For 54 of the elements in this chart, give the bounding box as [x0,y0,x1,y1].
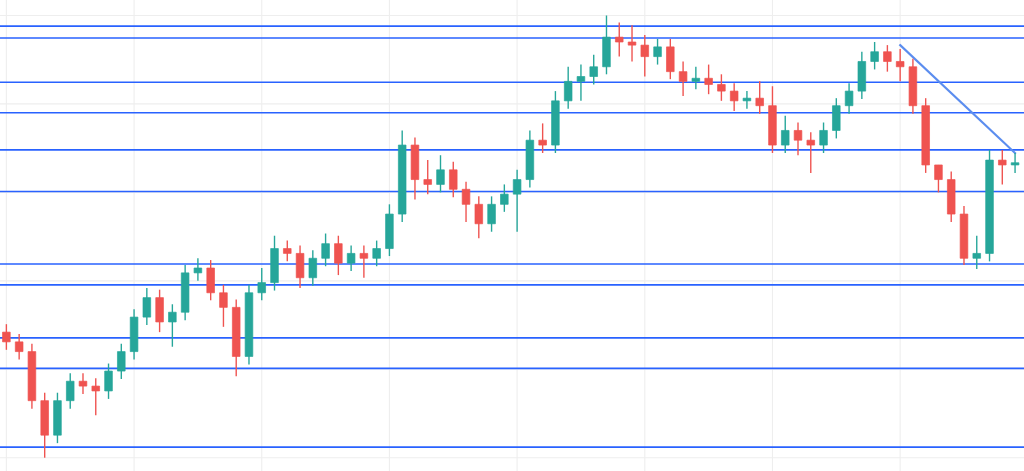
candlestick [500,183,509,213]
candlestick [104,362,113,400]
candlestick [627,24,637,63]
candlestick [691,66,701,91]
candlestick [793,121,803,156]
candlestick [895,48,905,83]
candlestick [653,38,662,66]
candlestick [168,303,177,348]
candlestick [91,377,100,416]
candlestick [257,267,266,301]
candlestick [678,60,688,97]
candlestick [589,54,598,86]
candlestick [1010,152,1020,174]
candlestick [742,90,752,110]
candlestick [449,161,458,198]
candlestick [423,159,432,195]
candlestick [512,169,522,233]
candlestick [117,342,126,380]
candlestick [461,181,471,223]
candlestick [844,82,854,115]
candlestick [615,21,624,58]
candlestick [219,284,228,328]
candlestick [934,164,943,194]
candlestick [193,257,203,282]
candlestick [972,235,981,270]
candlestick [334,235,343,276]
candlestick [346,244,356,272]
candlestick [436,154,445,194]
candlestick [755,80,764,115]
candlestick [781,115,790,154]
candlestick [14,333,24,361]
candlestick [704,63,713,95]
candlestick [538,122,547,154]
candlestick [564,66,573,110]
candlestick [283,239,292,263]
candlestick [359,244,369,279]
candlestick [321,232,330,267]
candlestick [308,249,317,287]
candlestick [819,121,828,154]
candlestick [2,323,11,351]
candlestick [372,239,381,267]
candlestick [729,82,739,112]
candlestick [66,372,75,410]
candlestick [487,195,496,233]
candlestick [998,149,1007,186]
candlestick [78,372,88,395]
candlestick [474,195,483,240]
candlestick [640,34,649,78]
candlestick [883,44,892,73]
candlestick [576,63,586,102]
candlestick [717,73,726,102]
candlestick [806,131,815,174]
candlestick [870,41,879,71]
candlestick [142,287,152,326]
